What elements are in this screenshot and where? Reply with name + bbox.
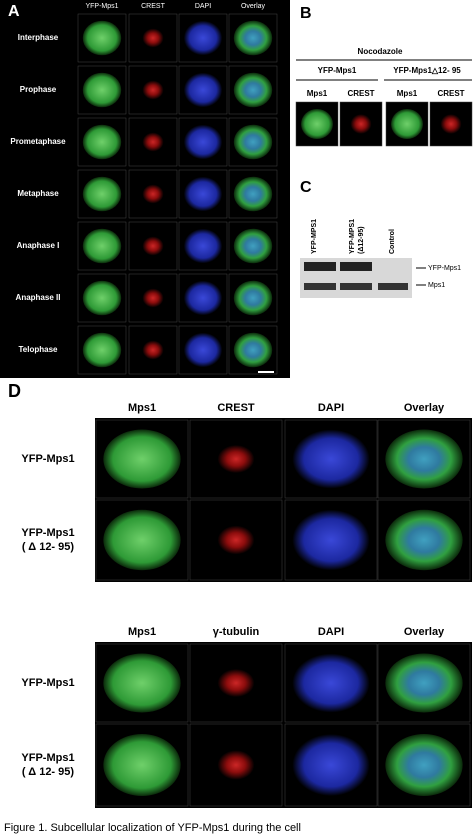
row-label: Interphase (18, 33, 59, 42)
cell (183, 280, 223, 316)
row-label: Anaphase I (17, 241, 60, 250)
cell (233, 332, 273, 368)
cell (301, 108, 333, 140)
cell (103, 734, 181, 796)
band (340, 262, 372, 271)
cell (82, 228, 122, 264)
cell (183, 124, 223, 160)
band-label: Mps1 (428, 282, 445, 289)
column-label: Mps1 (397, 89, 418, 98)
treatment: Nocodazole (358, 47, 403, 56)
band (304, 262, 336, 271)
cell (217, 525, 255, 555)
column-label: Mps1 (128, 626, 156, 638)
cell (292, 653, 370, 713)
cell (350, 114, 372, 134)
column-label: YFP-Mps1 (85, 3, 118, 10)
column-label: CREST (437, 89, 464, 98)
cell (183, 20, 223, 56)
cell (385, 734, 463, 796)
cell (142, 288, 164, 308)
cell (385, 509, 463, 571)
row-label: Prometaphase (10, 137, 66, 146)
panel-label: A (8, 3, 20, 20)
cell (82, 332, 122, 368)
caption: Figure 1. Subcellular localization of YF… (4, 822, 301, 834)
cell (217, 750, 255, 780)
cell (385, 653, 463, 713)
column-label: Overlay (404, 626, 445, 638)
cell (233, 280, 273, 316)
column-label: γ-tubulin (213, 626, 260, 638)
row-label: ( Δ 12- 95) (22, 541, 74, 553)
cell (82, 176, 122, 212)
cell (440, 114, 462, 134)
lane-label: YFP-MPS1 (349, 219, 356, 254)
cell (103, 653, 181, 713)
panel-label: B (300, 5, 312, 22)
cell (142, 184, 164, 204)
cell (233, 124, 273, 160)
band-label: YFP-Mps1 (428, 265, 461, 272)
row-label: YFP-Mps1 (21, 752, 74, 764)
cell (103, 429, 181, 489)
cell (391, 108, 423, 140)
cell (183, 332, 223, 368)
cell (217, 668, 255, 698)
column-label: DAPI (195, 3, 211, 10)
column-label: DAPI (318, 626, 344, 638)
group-label: YFP-Mps1△12- 95 (393, 66, 461, 75)
column-label: CREST (217, 402, 255, 414)
lane-label: Control (389, 229, 396, 254)
row-label: Prophase (20, 85, 57, 94)
band (378, 283, 408, 290)
cell (82, 124, 122, 160)
cell (142, 236, 164, 256)
panel-label: D (8, 381, 21, 401)
band (304, 283, 336, 290)
cell (183, 72, 223, 108)
cell (82, 280, 122, 316)
cell (103, 509, 181, 571)
cell (292, 734, 370, 796)
lane-label: YFP-MPS1 (311, 219, 318, 254)
cell (142, 28, 164, 48)
cell (233, 176, 273, 212)
column-label: Overlay (404, 402, 445, 414)
group-label: YFP-Mps1 (318, 66, 357, 75)
row-label: YFP-Mps1 (21, 527, 74, 539)
column-label: CREST (347, 89, 374, 98)
cell (142, 132, 164, 152)
cell (82, 72, 122, 108)
cell (183, 176, 223, 212)
column-label: Mps1 (128, 402, 156, 414)
row-label: Metaphase (17, 189, 59, 198)
cell (183, 228, 223, 264)
row-label: Anaphase II (16, 293, 61, 302)
lane-label: (Δ12-95) (358, 226, 365, 254)
row-label: ( Δ 12- 95) (22, 766, 74, 778)
column-label: Overlay (241, 3, 266, 10)
cell (82, 20, 122, 56)
cell (385, 429, 463, 489)
cell (233, 20, 273, 56)
row-label: YFP-Mps1 (21, 677, 74, 689)
cell (292, 509, 370, 571)
band (340, 283, 372, 290)
cell (142, 340, 164, 360)
row-label: Telophase (19, 345, 59, 354)
cell (292, 429, 370, 489)
cell (233, 228, 273, 264)
cell (233, 72, 273, 108)
row-label: YFP-Mps1 (21, 453, 74, 465)
cell (142, 80, 164, 100)
column-label: CREST (141, 3, 165, 10)
panel-label: C (300, 179, 312, 196)
column-label: DAPI (318, 402, 344, 414)
cell (217, 444, 255, 474)
column-label: Mps1 (307, 89, 328, 98)
